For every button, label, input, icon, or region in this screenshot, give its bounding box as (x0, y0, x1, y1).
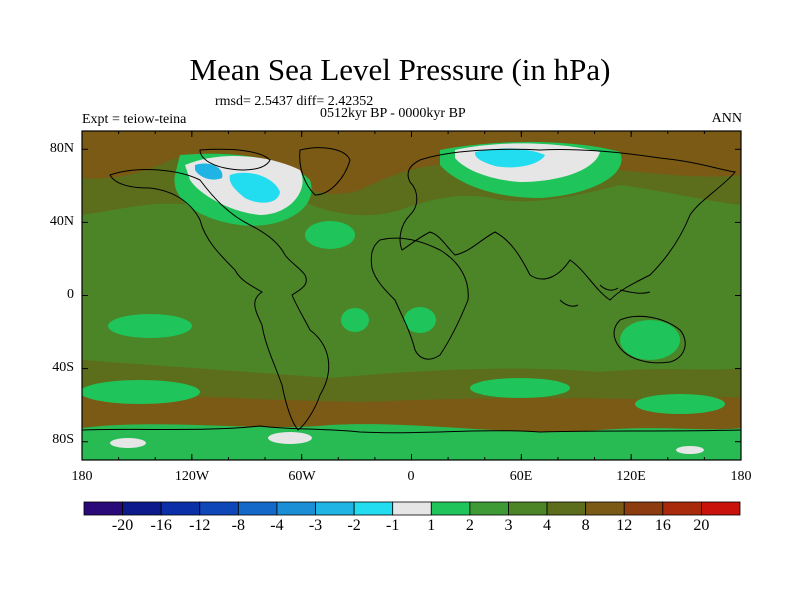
colorbar-label: 3 (504, 517, 513, 534)
colorbar-label: -20 (111, 517, 134, 534)
colorbar-label: 2 (465, 517, 474, 534)
lat-tick-label: 40S (52, 360, 74, 375)
colorbar-label: 4 (543, 517, 552, 534)
lon-tick-label: 60W (288, 469, 316, 484)
lon-tick-label: 120W (174, 469, 210, 484)
colorbar-swatch (353, 501, 394, 516)
colorbar-swatch (701, 501, 741, 516)
field-patch-atlantic (305, 221, 355, 249)
colorbar-label: -4 (270, 517, 284, 534)
colorbar-swatch (469, 501, 509, 516)
colorbar-label: 16 (654, 517, 671, 534)
colorbar-label: -3 (308, 517, 323, 534)
season-label: ANN (711, 111, 742, 126)
field-antarctic-green (82, 424, 741, 460)
colorbar-label: -1 (386, 517, 400, 534)
axis-ticks (81, 131, 742, 460)
colorbar-swatch (430, 501, 471, 516)
field-patch-south-pacific (82, 380, 200, 404)
colorbar-label: 1 (427, 517, 436, 534)
colorbar-label: -12 (189, 517, 211, 534)
field-fennoscandia-negative (474, 148, 545, 168)
pressure-field (82, 131, 741, 460)
lon-tick-label: 60E (509, 469, 533, 484)
lat-tick-label: 40N (49, 214, 74, 229)
coastlines (82, 147, 741, 434)
field-patch-africa (404, 307, 436, 333)
colorbar-swatch (546, 501, 587, 516)
colorbar-swatch (508, 501, 548, 516)
field-antarctic-neutral-west (110, 438, 146, 448)
colorbar-label: -8 (231, 517, 245, 534)
stats-label: rmsd= 2.5437 diff= 2.42352 (215, 94, 374, 109)
colorbar-label: -16 (150, 517, 172, 534)
colorbar-label: 8 (581, 517, 590, 534)
field-patch-indian (470, 378, 570, 398)
field-antarctic-neutral-peninsula (268, 432, 312, 444)
colorbar-swatch (315, 501, 355, 516)
colorbar-label: 20 (693, 517, 710, 534)
field-antarctic-neutral-east (676, 446, 704, 454)
field-patch-tasman (635, 394, 725, 414)
lat-tick-label: 80N (49, 141, 74, 156)
lon-tick-label: 120E (616, 469, 646, 484)
colorbar-label: -2 (347, 517, 361, 534)
colorbar (83, 501, 741, 516)
field-patch-south-atlantic (341, 308, 369, 332)
colorbar-swatch (199, 501, 239, 516)
colorbar-swatch (237, 501, 278, 516)
field-laurentide-negative (229, 172, 280, 203)
colorbar-swatch (392, 501, 432, 516)
colorbar-swatch (122, 501, 162, 516)
field-patch-australia (620, 320, 680, 360)
colorbar-swatch (623, 501, 664, 516)
colorbar-swatch (585, 501, 625, 516)
field-patch-pacific (108, 314, 192, 338)
lon-tick-label: 0 (407, 469, 415, 484)
colorbar-swatch (276, 501, 316, 516)
experiment-label: Expt = teiow-teina (82, 112, 187, 127)
field-laurentide-negative-mid (195, 163, 223, 180)
map-title: Mean Sea Level Pressure (in hPa) (189, 52, 611, 87)
lon-tick-label: 180 (730, 469, 752, 484)
lat-tick-label: 80S (52, 432, 74, 447)
lon-tick-label: 180 (71, 469, 93, 484)
colorbar-swatch (662, 501, 702, 516)
period-label: 0512kyr BP - 0000kyr BP (320, 106, 466, 121)
colorbar-swatch (160, 501, 201, 516)
lat-tick-label: 0 (67, 287, 74, 302)
colorbar-swatch (83, 501, 123, 516)
colorbar-label: 12 (616, 517, 633, 534)
